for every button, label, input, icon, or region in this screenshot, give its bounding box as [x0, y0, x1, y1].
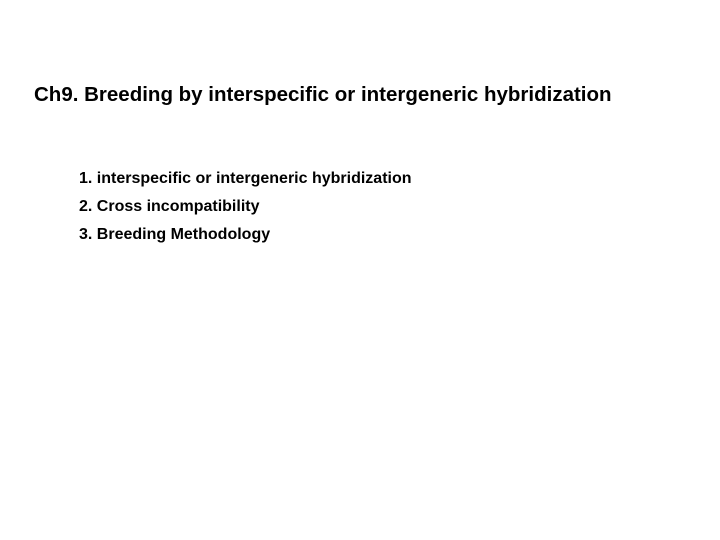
- list-item: 3. Breeding Methodology: [79, 221, 720, 249]
- slide-title: Ch9. Breeding by interspecific or interg…: [34, 82, 720, 109]
- topic-list: 1. interspecific or intergeneric hybridi…: [79, 165, 720, 249]
- slide-container: Ch9. Breeding by interspecific or interg…: [0, 0, 720, 540]
- list-item: 1. interspecific or intergeneric hybridi…: [79, 165, 720, 193]
- list-item: 2. Cross incompatibility: [79, 193, 720, 221]
